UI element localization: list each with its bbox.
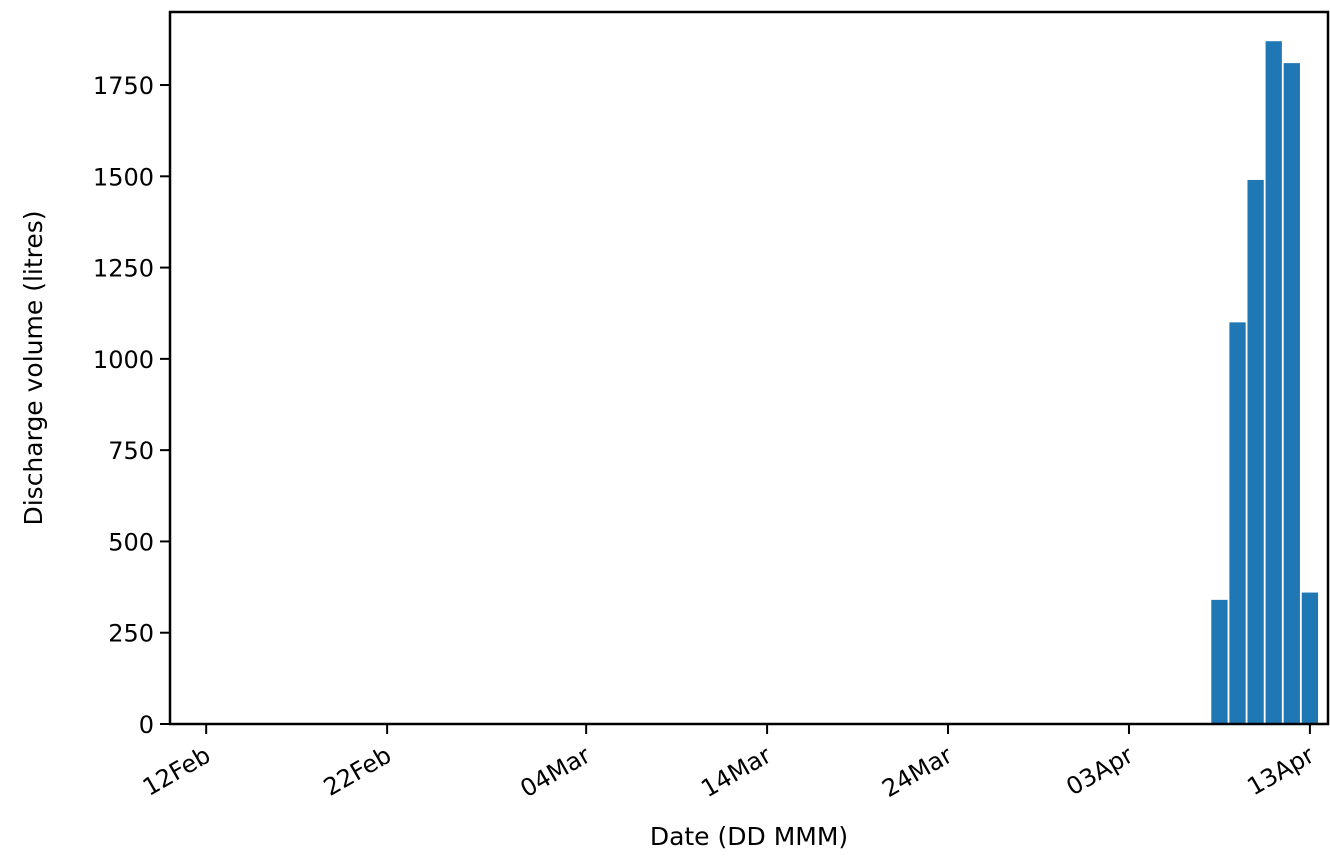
y-tick-label: 250 <box>108 620 154 648</box>
plot-frame <box>168 10 1330 726</box>
x-axis-label: Date (DD MMM) <box>650 822 848 851</box>
x-tick-label: 24Mar <box>877 741 957 803</box>
x-tick-label: 14Mar <box>696 741 776 803</box>
x-tick-label: 04Mar <box>515 741 595 803</box>
y-tick-label: 1750 <box>93 72 154 100</box>
y-axis-label: Discharge volume (litres) <box>19 210 48 525</box>
y-tick-label: 1250 <box>93 255 154 283</box>
x-tick-label: 12Feb <box>138 741 215 802</box>
bar <box>1229 322 1246 724</box>
bar <box>1247 179 1264 724</box>
x-tick-label: 22Feb <box>319 741 396 802</box>
bar <box>1283 63 1300 725</box>
x-tick-label: 13Apr <box>1242 741 1319 801</box>
bar <box>1301 592 1319 724</box>
x-tick-label: 03Apr <box>1062 741 1139 801</box>
y-tick-label: 1500 <box>93 163 154 191</box>
bar <box>1265 41 1282 724</box>
bars <box>1211 41 1319 725</box>
y-axis-ticks: 0 250 500 750 1000 1250 1500 1750 <box>93 72 170 739</box>
y-tick-label: 0 <box>139 711 154 739</box>
y-tick-label: 500 <box>108 528 154 556</box>
y-tick-label: 1000 <box>93 346 154 374</box>
bar <box>1211 599 1228 724</box>
y-tick-label: 750 <box>108 437 154 465</box>
x-axis-ticks: 12Feb 22Feb 04Mar 14Mar 24Mar 03Apr 13Apr <box>138 724 1319 803</box>
